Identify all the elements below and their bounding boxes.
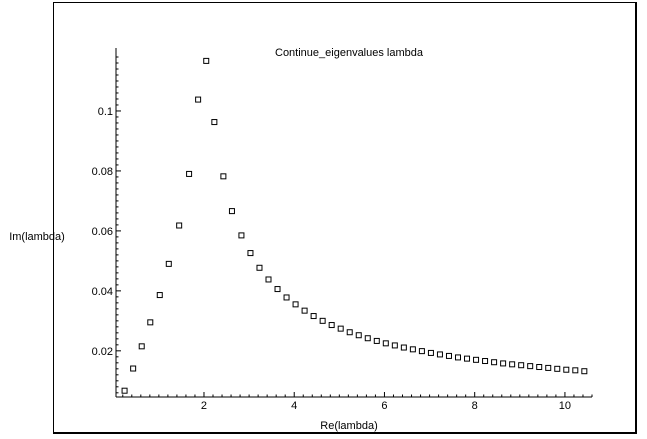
- data-point: [409, 346, 416, 353]
- data-point: [211, 119, 218, 126]
- axes: 2 4 6 8 10 0.02 0.04 0.06 0.08 0.1: [92, 48, 593, 412]
- x-axis-label: Re(lambda): [320, 420, 377, 432]
- data-point: [203, 57, 210, 64]
- x-tick-label: 10: [559, 400, 571, 412]
- data-point: [195, 96, 202, 103]
- data-point: [436, 351, 443, 358]
- data-point: [274, 286, 281, 293]
- data-point: [186, 170, 193, 177]
- data-point: [238, 232, 245, 239]
- data-point: [482, 358, 489, 365]
- data-point: [220, 173, 227, 180]
- data-point: [319, 317, 326, 324]
- data-point: [500, 360, 507, 367]
- plot-frame: [53, 2, 637, 434]
- data-point: [310, 313, 317, 320]
- y-tick-label: 0.02: [92, 346, 113, 358]
- data-point: [292, 301, 299, 308]
- data-point: [545, 364, 552, 371]
- data-point: [581, 368, 588, 375]
- data-point: [346, 329, 353, 336]
- data-markers: [121, 57, 588, 394]
- data-point: [147, 319, 154, 326]
- x-tick-label: 6: [381, 400, 387, 412]
- data-point: [382, 340, 389, 347]
- y-tick-label: 0.06: [92, 226, 113, 238]
- x-tick-label: 4: [291, 400, 297, 412]
- data-point: [328, 322, 335, 329]
- data-point: [491, 359, 498, 366]
- data-point: [400, 344, 407, 351]
- data-point: [373, 337, 380, 344]
- data-point: [256, 264, 263, 271]
- data-point: [454, 354, 461, 361]
- x-tick-label: 2: [201, 400, 207, 412]
- data-point: [536, 364, 543, 371]
- data-point: [572, 367, 579, 374]
- data-point: [445, 352, 452, 359]
- data-point: [554, 365, 561, 372]
- data-point: [265, 276, 272, 283]
- data-point: [247, 250, 254, 257]
- data-point: [156, 292, 163, 299]
- data-point: [391, 342, 398, 349]
- chart-title: Continue_eigenvalues lambda: [275, 47, 424, 59]
- y-tick-label: 0.08: [92, 166, 113, 178]
- data-point: [121, 387, 128, 394]
- data-point: [138, 343, 145, 350]
- data-point: [283, 294, 290, 301]
- data-point: [563, 366, 570, 373]
- y-axis-label: Im(lambda): [9, 231, 65, 243]
- data-point: [473, 356, 480, 363]
- data-point: [509, 361, 516, 368]
- data-point: [527, 363, 534, 370]
- data-point: [518, 362, 525, 369]
- data-point: [176, 222, 183, 229]
- data-point: [165, 260, 172, 267]
- data-point: [355, 332, 362, 339]
- data-point: [301, 307, 308, 314]
- data-point: [228, 208, 235, 215]
- data-point: [364, 335, 371, 342]
- y-tick-label: 0.04: [92, 286, 113, 298]
- data-point: [337, 325, 344, 332]
- data-point: [130, 365, 137, 372]
- data-point: [427, 349, 434, 356]
- data-point: [464, 355, 471, 362]
- x-tick-label: 8: [472, 400, 478, 412]
- data-point: [418, 348, 425, 355]
- y-tick-label: 0.1: [98, 106, 113, 118]
